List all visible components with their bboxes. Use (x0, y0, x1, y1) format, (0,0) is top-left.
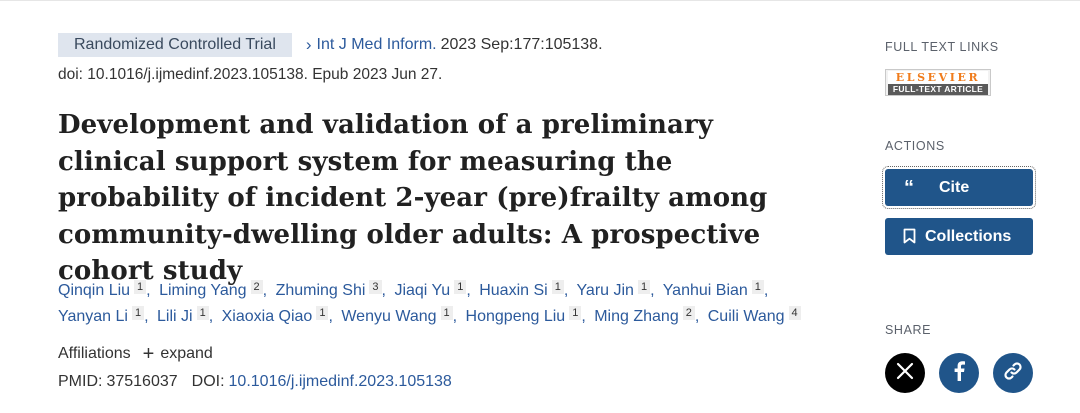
cite-button[interactable]: “ Cite (882, 166, 1036, 209)
publication-type-badge[interactable]: Randomized Controlled Trial (58, 33, 292, 57)
author-separator: , (466, 282, 471, 299)
author-link[interactable]: Ming Zhang 2 (594, 306, 695, 325)
author-link[interactable]: Yanyan Li 1 (58, 306, 145, 325)
doi-epub-line: doi: 10.1016/j.ijmedinf.2023.105138. Epu… (58, 66, 443, 83)
author-name: Wenyu Wang (341, 308, 437, 325)
author-name: Yaru Jin (576, 282, 634, 299)
x-logo-icon (896, 362, 914, 385)
collections-button-label: Collections (925, 227, 1012, 245)
author-link[interactable]: Huaxin Si 1 (479, 280, 564, 299)
quote-icon: “ (904, 176, 914, 199)
author-link[interactable]: Cuili Wang 4 (707, 306, 801, 325)
author-link[interactable]: Yaru Jin 1 (576, 280, 651, 299)
affiliation-number[interactable]: 1 (440, 306, 453, 320)
citation-details: 2023 Sep:177:105138. (440, 36, 603, 53)
affiliation-number[interactable]: 1 (454, 280, 467, 294)
author-name: Zhuming Shi (275, 282, 366, 299)
author-link[interactable]: Xiaoxia Qiao 1 (221, 306, 329, 325)
affiliation-number[interactable]: 2 (682, 306, 695, 320)
author-name: Hongpeng Liu (465, 308, 566, 325)
facebook-icon (953, 360, 965, 386)
author-name: Lili Ji (157, 308, 193, 325)
author-name: Ming Zhang (594, 308, 679, 325)
author-link[interactable]: Zhuming Shi 3 (275, 280, 382, 299)
author-name: Huaxin Si (479, 282, 548, 299)
affiliation-number[interactable]: 1 (551, 280, 564, 294)
author-link[interactable]: Yanhui Bian 1 (662, 280, 764, 299)
author-separator: , (452, 308, 458, 325)
elsevier-full-text-label: FULL-TEXT ARTICLE (888, 84, 988, 95)
affiliation-number[interactable]: 1 (196, 306, 209, 320)
pmid-label: PMID: (58, 373, 103, 390)
author-list: Qinqin Liu 1, Liming Yang 2, Zhuming Shi 3,… (58, 278, 818, 330)
elsevier-full-text-link[interactable]: ELSEVIER FULL-TEXT ARTICLE (885, 69, 991, 96)
author-name: Yanhui Bian (662, 282, 748, 299)
citation-row: Randomized Controlled Trial › Int J Med … (58, 33, 603, 57)
actions-heading: ACTIONS (885, 139, 945, 153)
author-separator: , (146, 282, 151, 299)
plus-icon: + (142, 343, 155, 365)
full-text-links-heading: FULL TEXT LINKS (885, 40, 999, 54)
elsevier-logo-text: ELSEVIER (888, 71, 988, 84)
affiliations-row: Affiliations + expand (58, 343, 213, 365)
author-separator: , (144, 308, 149, 325)
share-heading: SHARE (885, 323, 932, 337)
affiliation-number[interactable]: 1 (637, 280, 651, 294)
affiliation-number[interactable]: 1 (751, 280, 764, 294)
affiliation-number[interactable]: 1 (569, 306, 582, 320)
top-divider (0, 0, 1080, 1)
author-separator: , (581, 308, 586, 325)
author-link[interactable]: Wenyu Wang 1 (341, 306, 453, 325)
author-separator: , (650, 282, 655, 299)
share-x-button[interactable] (885, 353, 925, 393)
author-separator: , (563, 282, 569, 299)
author-link[interactable]: Qinqin Liu 1 (58, 280, 147, 299)
author-separator: , (208, 308, 214, 325)
article-title: Development and validation of a prelimin… (58, 110, 768, 286)
author-name: Jiaqi Yu (394, 282, 451, 299)
author-link[interactable]: Liming Yang 2 (159, 280, 263, 299)
affiliations-label: Affiliations (58, 345, 131, 362)
author-separator: , (763, 282, 769, 299)
collections-button[interactable]: Collections (885, 218, 1033, 255)
share-facebook-button[interactable] (939, 353, 979, 393)
affiliation-number[interactable]: 1 (134, 280, 147, 294)
cite-button-label: Cite (939, 178, 970, 196)
author-name: Cuili Wang (707, 308, 785, 325)
author-separator: , (328, 308, 333, 325)
author-name: Liming Yang (159, 282, 247, 299)
doi-label: DOI: (191, 373, 225, 390)
link-icon (1003, 361, 1023, 386)
affiliation-number[interactable]: 1 (131, 306, 145, 320)
doi-link[interactable]: 10.1016/j.ijmedinf.2023.105138 (228, 373, 452, 390)
affiliation-number[interactable]: 1 (316, 306, 329, 320)
author-name: Yanyan Li (58, 308, 128, 325)
affiliation-number[interactable]: 2 (250, 280, 263, 294)
expand-affiliations-button[interactable]: + expand (142, 343, 213, 365)
author-link[interactable]: Hongpeng Liu 1 (465, 306, 582, 325)
affiliation-number[interactable]: 3 (369, 280, 382, 294)
author-separator: , (694, 308, 700, 325)
identifiers-row: PMID: 37516037 DOI: 10.1016/j.ijmedinf.2023… (58, 373, 452, 391)
affiliation-number[interactable]: 4 (788, 306, 801, 320)
bookmark-icon (897, 228, 921, 246)
author-separator: , (381, 282, 386, 299)
author-name: Qinqin Liu (58, 282, 131, 299)
share-link-button[interactable] (993, 353, 1033, 393)
author-link[interactable]: Lili Ji 1 (157, 306, 209, 325)
expand-label: expand (160, 345, 213, 362)
author-separator: , (262, 282, 268, 299)
author-name: Xiaoxia Qiao (221, 308, 313, 325)
author-link[interactable]: Jiaqi Yu 1 (394, 280, 467, 299)
chevron-right-icon: › (305, 35, 312, 54)
pmid-value: 37516037 (106, 373, 178, 390)
journal-link[interactable]: Int J Med Inform. (316, 36, 437, 53)
